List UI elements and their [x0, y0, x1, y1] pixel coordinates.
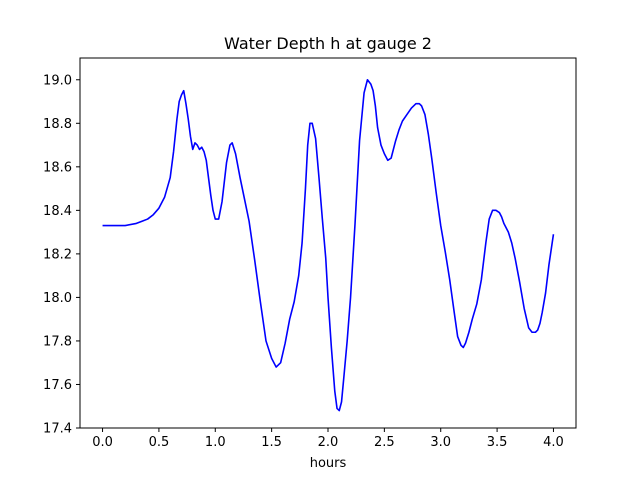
y-tick-label: 17.4 — [43, 422, 72, 437]
x-tick-label: 4.0 — [543, 435, 564, 450]
x-axis: 0.0 0.5 1.0 1.5 2.0 2.5 3.0 3.5 4.0 — [92, 428, 564, 450]
series-line-0 — [102, 78, 555, 412]
x-tick-label: 3.5 — [487, 435, 508, 450]
y-tick-label: 19.0 — [43, 73, 72, 88]
x-tick-label: 0.0 — [92, 435, 113, 450]
x-tick-label: 0.5 — [149, 435, 170, 450]
chart-title: Water Depth h at gauge 2 — [224, 34, 432, 53]
x-tick-label: 2.5 — [374, 435, 395, 450]
y-tick-label: 18.2 — [43, 247, 72, 262]
y-tick-label: 17.8 — [43, 334, 72, 349]
y-tick-label: 18.0 — [43, 291, 72, 306]
x-tick-label: 1.0 — [205, 435, 226, 450]
x-tick-label: 1.5 — [261, 435, 282, 450]
y-tick-label: 17.6 — [43, 378, 72, 393]
y-axis: 17.4 17.6 17.8 18.0 18.2 18.4 18.6 18.8 19.0 — [43, 73, 80, 437]
plot-area — [79, 57, 577, 429]
axes-frame — [79, 57, 577, 429]
x-axis-label: hours — [310, 456, 347, 471]
x-tick-label: 3.0 — [430, 435, 451, 450]
y-tick-label: 18.8 — [43, 117, 72, 132]
x-tick-label: 2.0 — [318, 435, 339, 450]
y-tick-label: 18.6 — [43, 160, 72, 175]
y-tick-label: 18.4 — [43, 204, 72, 219]
